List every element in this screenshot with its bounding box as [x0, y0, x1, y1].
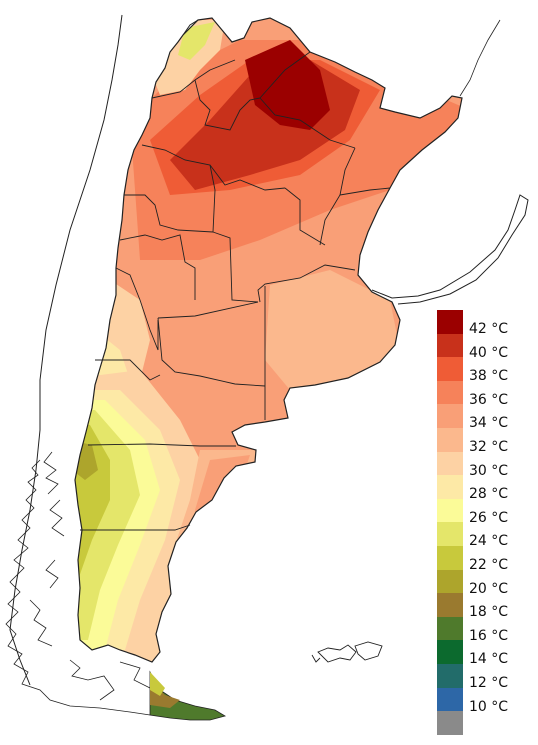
bolivia-border	[182, 19, 199, 36]
legend-label: 34 °C	[469, 415, 509, 432]
chile-fjords	[5, 451, 151, 716]
tdf-north-patch	[150, 672, 165, 696]
legend-row: 10 °C	[437, 687, 533, 715]
legend-swatch	[437, 475, 463, 499]
legend-swatch	[437, 569, 463, 594]
legend-label: 10 °C	[469, 698, 509, 715]
uruguay-coastline	[371, 194, 529, 305]
legend-label: 18 °C	[469, 604, 509, 621]
legend-row: 40 °C	[437, 333, 533, 361]
legend-row: 32 °C	[437, 427, 533, 455]
legend-row: 22 °C	[437, 545, 533, 573]
legend-label: 40 °C	[469, 344, 509, 361]
legend-swatch	[437, 380, 463, 405]
legend-swatch	[437, 451, 463, 476]
legend-swatch	[437, 498, 463, 523]
legend-label: 26 °C	[469, 509, 509, 526]
legend-swatch	[437, 357, 463, 381]
temperature-legend: 42 °C 40 °C 38 °C 36 °C 34 °C 32 °C 30 °C 28 °C…	[437, 310, 533, 735]
legend-label: 32 °C	[469, 438, 509, 455]
legend-row: 36 °C	[437, 380, 533, 408]
falkland-islands	[311, 641, 383, 663]
legend-swatch	[437, 687, 463, 712]
legend-label: 30 °C	[469, 462, 509, 479]
chile-coastline	[9, 14, 123, 686]
legend-label: 42 °C	[469, 321, 509, 337]
legend-row: 20 °C	[437, 569, 533, 597]
legend-row: 34 °C	[437, 404, 533, 432]
province-borders	[80, 51, 391, 531]
legend-row: 16 °C	[437, 616, 533, 644]
legend-row: 24 °C	[437, 522, 533, 550]
legend-swatch	[437, 616, 463, 641]
legend-swatch	[437, 310, 463, 334]
tdf-warm-patch	[150, 680, 180, 708]
legend-swatch	[437, 593, 463, 617]
legend-row: 38 °C	[437, 357, 533, 385]
legend-label: 22 °C	[469, 556, 509, 573]
legend-swatch	[437, 663, 463, 688]
argentina-outline	[74, 17, 463, 663]
legend-row: 12 °C	[437, 663, 533, 691]
legend-row: 28 °C	[437, 475, 533, 503]
legend-label: 14 °C	[469, 651, 509, 668]
legend-swatch	[437, 522, 463, 546]
legend-label: 12 °C	[469, 674, 509, 691]
legend-swatch	[437, 545, 463, 570]
legend-label: 28 °C	[469, 486, 509, 503]
legend-label: 36 °C	[469, 391, 509, 408]
legend-row	[437, 711, 533, 735]
legend-label: 24 °C	[469, 533, 509, 550]
legend-row: 14 °C	[437, 640, 533, 668]
brazil-border	[459, 19, 501, 97]
legend-swatch	[437, 404, 463, 428]
legend-label: 16 °C	[469, 627, 509, 644]
legend-swatch	[437, 711, 463, 735]
legend-swatch	[437, 640, 463, 664]
legend-swatch	[437, 427, 463, 452]
legend-row: 42 °C	[437, 310, 533, 337]
legend-row: 26 °C	[437, 498, 533, 526]
legend-row: 30 °C	[437, 451, 533, 479]
legend-label: 20 °C	[469, 580, 509, 597]
legend-row: 18 °C	[437, 593, 533, 621]
legend-swatch	[437, 333, 463, 358]
legend-label: 38 °C	[469, 368, 509, 385]
